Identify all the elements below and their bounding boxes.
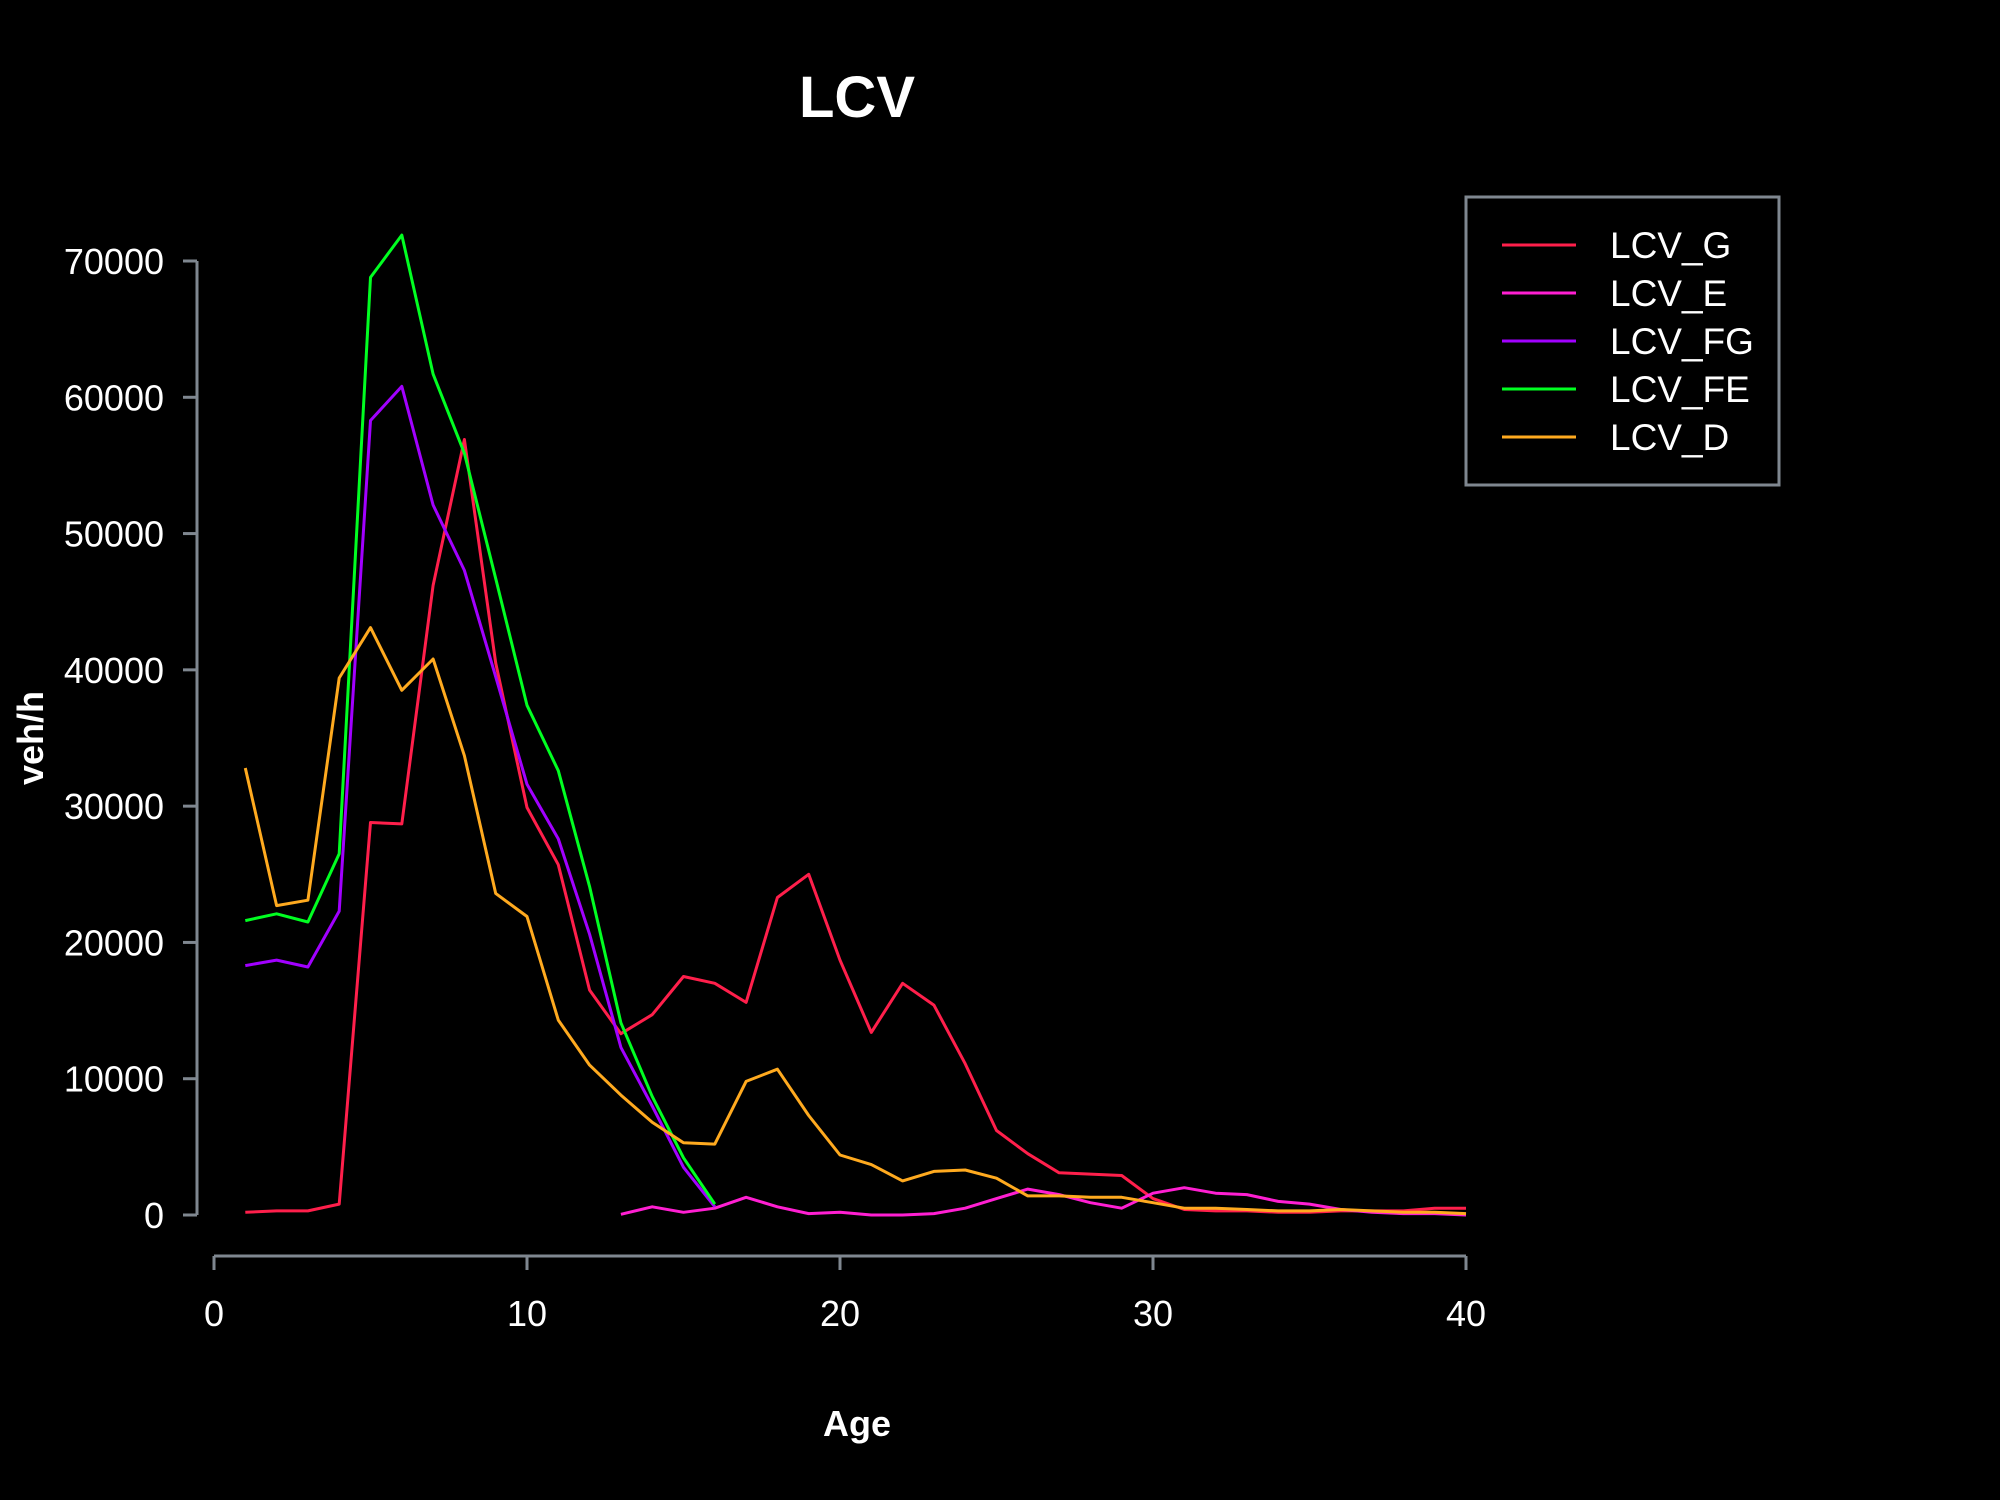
series-line-lcv-fg	[245, 384, 716, 1208]
legend-label-lcv-fe: LCV_FE	[1610, 369, 1750, 410]
y-tick-label: 70000	[64, 241, 164, 282]
x-tick-label: 10	[507, 1293, 547, 1334]
x-tick-label: 30	[1133, 1293, 1173, 1334]
legend: LCV_G LCV_E LCV_FG LCV_FE LCV_D	[1464, 195, 1781, 487]
chart-title: LCV	[799, 65, 915, 130]
legend-label-lcv-d: LCV_D	[1610, 417, 1729, 458]
y-axis-ticks: 0 10000 20000 30000 40000 50000 60000 70000	[64, 241, 197, 1236]
series-line-lcv-e	[620, 1186, 1467, 1217]
series-lines	[243, 233, 1467, 1217]
legend-label-lcv-fg: LCV_FG	[1610, 321, 1754, 362]
x-axis-ticks: 0 10 20 30 40	[204, 1256, 1486, 1334]
series-line-lcv-d	[243, 626, 1467, 1216]
y-tick-label: 40000	[64, 650, 164, 691]
x-tick-label: 20	[820, 1293, 860, 1334]
x-tick-label: 40	[1446, 1293, 1486, 1334]
y-tick-label: 20000	[64, 922, 164, 963]
y-tick-label: 60000	[64, 377, 164, 418]
y-tick-label: 30000	[64, 786, 164, 827]
y-axis-label: veh/h	[10, 691, 51, 785]
x-tick-label: 0	[204, 1293, 224, 1334]
series-line-lcv-fe	[244, 233, 717, 1205]
y-tick-label: 50000	[64, 514, 164, 555]
legend-label-lcv-g: LCV_G	[1610, 225, 1731, 266]
y-tick-label: 0	[144, 1195, 164, 1236]
y-tick-label: 10000	[64, 1059, 164, 1100]
x-axis-label: Age	[823, 1403, 891, 1444]
legend-label-lcv-e: LCV_E	[1610, 273, 1727, 314]
